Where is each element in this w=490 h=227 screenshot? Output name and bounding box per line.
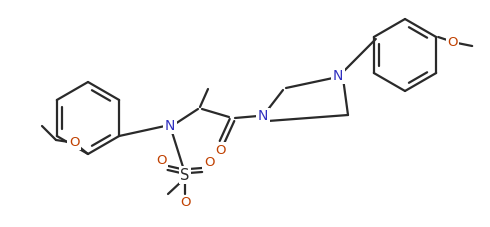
Text: N: N xyxy=(165,119,175,133)
Text: N: N xyxy=(258,109,268,123)
Text: O: O xyxy=(215,143,225,156)
Text: O: O xyxy=(156,155,166,168)
Text: S: S xyxy=(180,168,190,183)
Text: N: N xyxy=(333,69,343,83)
Text: O: O xyxy=(180,197,190,210)
Text: O: O xyxy=(447,35,458,49)
Text: O: O xyxy=(204,156,214,170)
Text: O: O xyxy=(69,136,79,148)
